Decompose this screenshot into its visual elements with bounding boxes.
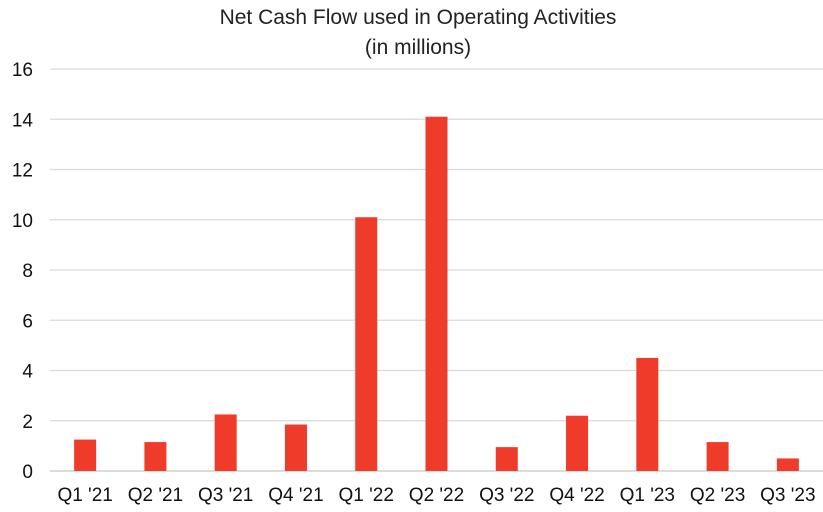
- bars: [74, 116, 799, 472]
- y-tick-label: 6: [22, 311, 33, 332]
- bar: [566, 415, 589, 471]
- x-tick-label: Q4 '22: [549, 485, 604, 506]
- bar: [495, 447, 518, 471]
- y-axis-ticks: 0 2 4 6 8 10 12 14 16: [12, 60, 34, 483]
- x-axis-ticks: Q1 '21 Q2 '21 Q3 '21 Q4 '21 Q1 '22 Q2 '22 Q3 '…: [57, 485, 815, 506]
- bar: [776, 458, 799, 471]
- x-tick-label: Q4 '21: [268, 485, 323, 506]
- x-tick-label: Q1 '21: [57, 485, 112, 506]
- x-tick-label: Q2 '23: [690, 485, 745, 506]
- bar: [144, 442, 167, 471]
- x-tick-label: Q3 '22: [479, 485, 534, 506]
- y-tick-label: 8: [22, 261, 33, 282]
- y-tick-label: 0: [22, 462, 33, 483]
- y-tick-label: 14: [12, 110, 34, 131]
- x-tick-label: Q2 '22: [409, 485, 464, 506]
- y-tick-label: 2: [22, 412, 33, 433]
- y-tick-label: 16: [12, 60, 33, 81]
- y-tick-label: 10: [12, 211, 33, 232]
- bar: [425, 116, 448, 472]
- x-tick-label: Q1 '23: [620, 485, 675, 506]
- x-tick-label: Q2 '21: [128, 485, 183, 506]
- x-tick-label: Q1 '22: [339, 485, 394, 506]
- bar: [355, 217, 378, 471]
- bar: [284, 424, 307, 471]
- chart-subtitle: (in millions): [365, 36, 471, 59]
- bar: [74, 439, 97, 471]
- x-tick-label: Q3 '23: [760, 485, 815, 506]
- x-tick-label: Q3 '21: [198, 485, 253, 506]
- bar: [636, 357, 659, 471]
- bar: [706, 442, 729, 471]
- y-tick-label: 4: [22, 362, 33, 383]
- bar: [214, 414, 237, 471]
- y-tick-label: 12: [12, 161, 33, 182]
- chart-title: Net Cash Flow used in Operating Activiti…: [220, 6, 617, 29]
